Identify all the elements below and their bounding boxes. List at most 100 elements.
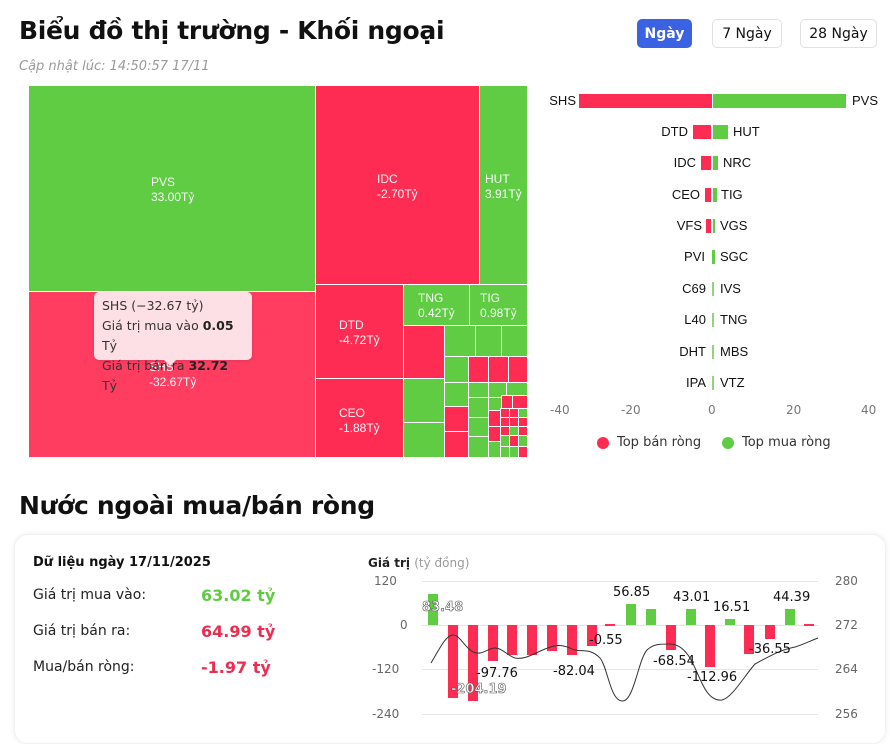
sell-value: 64.99 tỷ <box>201 622 276 641</box>
bar-value-label: -36.55 <box>749 642 791 657</box>
y-tick-right: 264 <box>835 662 858 676</box>
diverging-row[interactable]: IDC NRC <box>540 155 890 171</box>
diverging-row[interactable]: PVI SGC <box>540 249 890 265</box>
sell-ticker: L40 <box>684 312 706 327</box>
date-label: Dữ liệu ngày 17/11/2025 <box>33 555 211 570</box>
legend-buy[interactable]: Top mua ròng <box>722 435 831 450</box>
cell-ticker: DTD <box>339 318 364 332</box>
sell-ticker: DTD <box>661 124 688 139</box>
treemap-cell-small[interactable] <box>444 325 476 357</box>
gridline <box>422 625 818 626</box>
bar[interactable] <box>744 625 754 654</box>
x-tick: 40 <box>861 403 877 417</box>
legend-sell[interactable]: Top bán ròng <box>597 435 701 450</box>
buy-bar <box>713 125 728 139</box>
bar[interactable] <box>626 604 636 625</box>
treemap-cell-small[interactable] <box>444 431 469 458</box>
treemap-cell-shs[interactable]: SHS -32.67Tỷ <box>28 291 316 458</box>
bar[interactable] <box>686 609 696 625</box>
treemap-cell-small[interactable] <box>468 356 489 383</box>
diverging-row[interactable]: DTD HUT <box>540 124 890 140</box>
treemap-cell-small[interactable] <box>475 325 502 357</box>
treemap-cell-tng[interactable]: TNG 0.42Tỷ <box>403 284 470 326</box>
sell-bar <box>705 188 711 202</box>
bar[interactable] <box>527 625 537 655</box>
cell-value: 0.42Tỷ <box>418 306 455 320</box>
buy-bar <box>713 94 846 108</box>
treemap-cell-small[interactable] <box>501 325 528 357</box>
diverging-row[interactable]: C69 IVS <box>540 281 890 297</box>
treemap-cell-small[interactable] <box>403 422 445 458</box>
treemap-cell-dtd[interactable]: DTD -4.72Tỷ <box>315 284 404 379</box>
sell-bar <box>579 94 712 108</box>
treemap-cell-small[interactable] <box>508 356 528 383</box>
treemap-cell-small[interactable] <box>518 446 528 458</box>
diverging-row[interactable]: VFS VGS <box>540 218 890 234</box>
treemap-cell-small[interactable] <box>468 417 489 437</box>
bar[interactable] <box>488 625 498 661</box>
buy-ticker: VTZ <box>720 375 745 390</box>
tab-7-days[interactable]: 7 Ngày <box>712 19 782 48</box>
gridline <box>422 669 818 670</box>
treemap-cell-pvs[interactable]: PVS 33.00Tỷ <box>28 85 316 292</box>
bar[interactable] <box>765 625 775 639</box>
tab-day[interactable]: Ngày <box>637 19 692 48</box>
y-tick-left: -120 <box>372 662 400 676</box>
gridline <box>422 581 818 582</box>
treemap-cell-small[interactable] <box>444 382 469 407</box>
bar[interactable] <box>646 609 656 625</box>
cell-ticker: CEO <box>339 406 366 420</box>
sell-ticker: IPA <box>686 375 706 390</box>
treemap-cell-small[interactable] <box>444 356 469 383</box>
bar[interactable] <box>605 624 615 626</box>
treemap-cell-small[interactable] <box>468 436 489 458</box>
diverging-row[interactable]: SHS PVS <box>540 93 890 109</box>
y-tick-right: 256 <box>835 707 858 721</box>
treemap-cell-small[interactable] <box>444 406 469 432</box>
bar[interactable] <box>725 619 735 625</box>
net-value: -1.97 tỷ <box>201 658 271 677</box>
treemap-cell-small[interactable] <box>506 382 528 396</box>
treemap-cell-small[interactable] <box>512 395 528 409</box>
diverging-row[interactable]: CEO TIG <box>540 187 890 203</box>
sell-ticker: CEO <box>671 187 700 202</box>
cell-value: -1.88Tỷ <box>339 421 380 435</box>
buy-bar <box>712 376 714 390</box>
treemap-cell-ceo[interactable]: CEO -1.88Tỷ <box>315 378 404 458</box>
treemap-cell-tig[interactable]: TIG 0.98Tỷ <box>469 284 528 326</box>
diverging-row[interactable]: IPA VTZ <box>540 375 890 391</box>
bar[interactable] <box>507 625 517 655</box>
bar[interactable] <box>705 625 715 667</box>
diverging-row[interactable]: L40 TNG <box>540 312 890 328</box>
y-tick-right: 272 <box>835 618 858 632</box>
treemap-cell-small[interactable] <box>488 356 509 383</box>
bar[interactable] <box>428 594 438 625</box>
sell-label: Giá trị bán ra: <box>33 623 131 639</box>
tab-28-days[interactable]: 28 Ngày <box>800 19 877 48</box>
bar[interactable] <box>448 625 458 698</box>
treemap-cell-small[interactable] <box>403 325 445 379</box>
bar-value-label: 43.01 <box>673 590 711 605</box>
treemap-tooltip: SHS (−32.67 tỷ) Giá trị mua vào 0.05 Tỷ … <box>94 292 252 393</box>
legend-buy-label: Top mua ròng <box>742 435 831 450</box>
bar[interactable] <box>804 624 814 626</box>
diverging-row[interactable]: DHT MBS <box>540 344 890 360</box>
bar-value-label: -68.54 <box>653 654 695 669</box>
bar-value-label: -97.76 <box>476 666 518 681</box>
treemap-cell-small[interactable] <box>468 397 489 418</box>
treemap-cell-idc[interactable]: IDC -2.70Tỷ <box>315 85 480 285</box>
cell-value: -2.70Tỷ <box>377 187 418 201</box>
bar[interactable] <box>785 609 795 625</box>
treemap-cell-small[interactable] <box>403 378 445 423</box>
net-value-bar-chart: Giá trị (tỷ đồng) 120 0 -120 -240 280 27… <box>360 550 890 727</box>
legend-sell-label: Top bán ròng <box>617 435 702 450</box>
treemap-cell-small[interactable] <box>468 382 489 398</box>
treemap-cell-hut[interactable]: HUT 3.91Tỷ <box>479 85 528 285</box>
bar[interactable] <box>666 625 676 650</box>
cell-value: 33.00Tỷ <box>151 190 195 204</box>
y-tick-left: -240 <box>372 707 400 721</box>
bar[interactable] <box>547 625 557 651</box>
bar[interactable] <box>587 625 597 646</box>
bar[interactable] <box>468 625 478 701</box>
bar[interactable] <box>567 625 577 655</box>
